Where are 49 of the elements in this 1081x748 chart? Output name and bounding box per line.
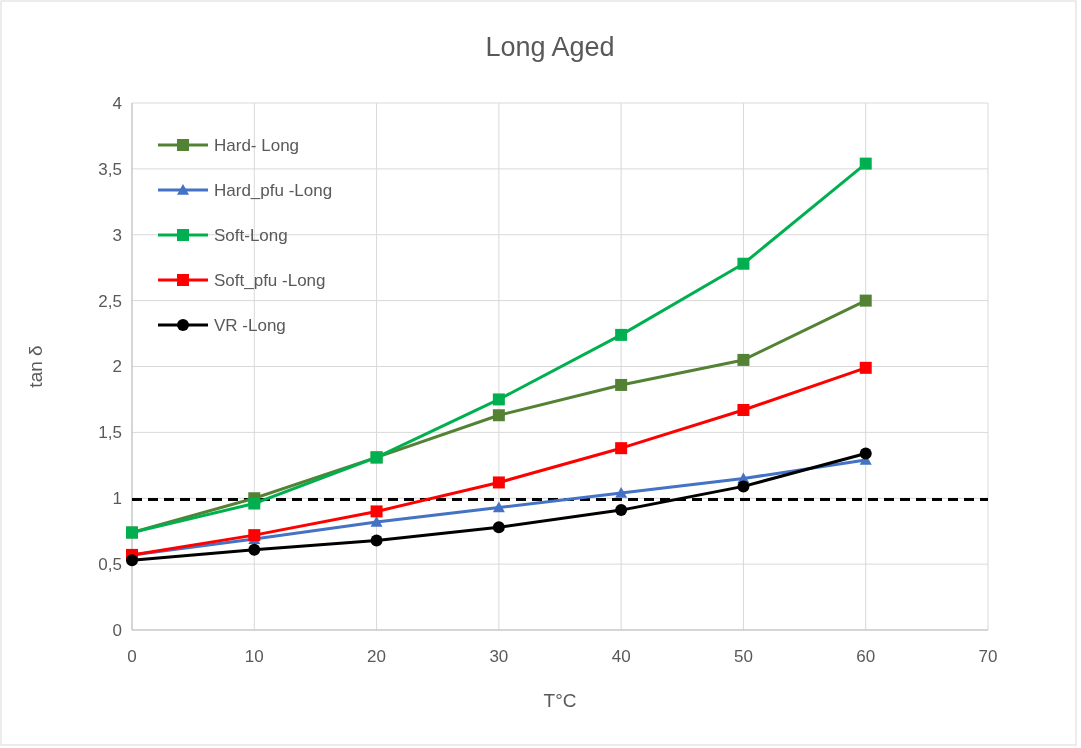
point (492, 501, 505, 513)
point (615, 442, 628, 455)
y-tick-label: 4 (112, 93, 122, 113)
point (737, 353, 750, 366)
point (615, 328, 628, 341)
point (248, 543, 261, 556)
point (492, 393, 505, 406)
legend-label: Hard- Long (214, 135, 300, 155)
x-axis-title: T°C (543, 690, 577, 711)
x-tick-label: 20 (367, 647, 387, 666)
x-tick-label: 50 (733, 647, 753, 666)
x-tick-label: 60 (856, 647, 876, 666)
point (615, 486, 628, 498)
point (859, 294, 872, 307)
y-tick-label: 3 (112, 225, 122, 245)
point (737, 480, 750, 493)
point (370, 505, 383, 518)
point (248, 497, 261, 510)
point (492, 409, 505, 422)
point (859, 447, 872, 460)
chart-title: Long Aged (485, 32, 615, 62)
point (370, 534, 383, 547)
point (126, 554, 138, 567)
x-tick-label: 30 (489, 647, 509, 666)
y-axis-title: tan δ (25, 345, 46, 388)
y-tick-label: 1,5 (98, 423, 122, 443)
y-tick-label: 2 (112, 357, 122, 377)
x-tick-label: 40 (611, 647, 631, 666)
point (737, 257, 750, 270)
point (859, 361, 872, 374)
y-tick-label: 0,5 (98, 555, 122, 575)
point (615, 378, 628, 391)
point (737, 403, 750, 416)
legend-label: Hard_pfu -Long (214, 180, 333, 200)
point (492, 476, 505, 489)
legend-label: Soft-Long (214, 225, 288, 245)
point (248, 529, 261, 542)
point (492, 521, 505, 534)
x-tick-label: 0 (127, 647, 137, 666)
y-tick-label: 3,5 (98, 159, 122, 179)
y-tick-label: 0 (112, 620, 122, 640)
y-tick-label: 1 (112, 489, 122, 509)
point (615, 504, 628, 517)
y-tick-label: 2,5 (98, 291, 122, 311)
point (859, 157, 872, 170)
x-tick-label: 10 (244, 647, 264, 666)
legend-label: VR -Long (214, 315, 286, 335)
legend-label: Soft_pfu -Long (214, 270, 326, 290)
x-tick-label: 70 (978, 647, 998, 666)
